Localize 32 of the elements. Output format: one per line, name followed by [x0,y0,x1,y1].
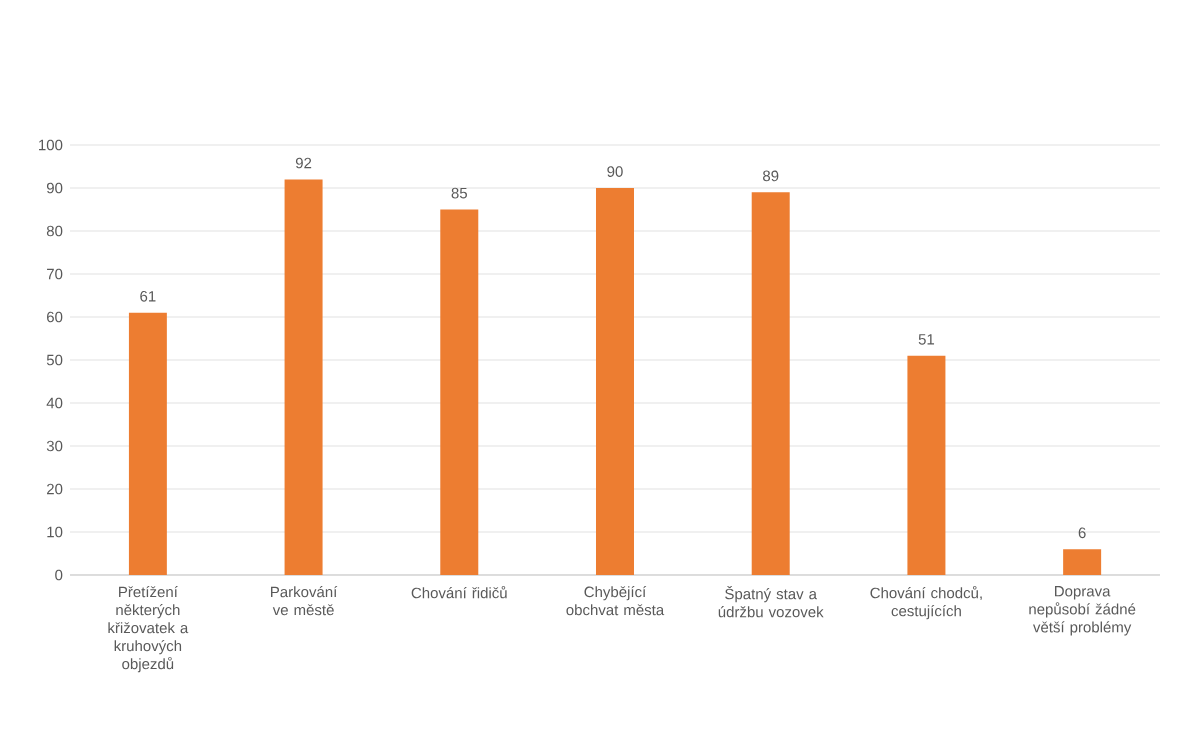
bar [907,355,946,575]
y-tick-label: 50 [46,354,63,366]
x-tick-label: Chybějící obchvat města [566,586,665,616]
data-label: 92 [295,157,312,169]
y-tick-label: 70 [47,268,63,280]
x-tick-label: Špatný stav a údržbu vozovek [718,586,824,618]
bar [128,312,167,575]
x-tick-label: Parkování ve městě [271,586,338,616]
data-label: 51 [918,334,935,345]
y-tick-label: 100 [39,139,63,151]
y-tick-label: 10 [47,526,63,538]
x-tick-label: Doprava nepůsobí žádné větší problémy [1029,586,1136,636]
x-tick-label: Chování chodců, cestujících [870,586,982,620]
x-tick-label: Chování řidičů [411,586,507,599]
y-tick-label: 90 [46,182,63,194]
bar [1063,549,1102,575]
bar [284,179,323,575]
bar [751,192,790,575]
data-label: 85 [451,187,467,199]
data-label: 89 [763,170,779,182]
bar [596,187,634,575]
data-label: 61 [140,291,156,302]
y-tick-label: 60 [47,311,63,323]
y-tick-label: 0 [55,569,63,581]
data-label: 6 [1078,527,1086,539]
data-label: 90 [607,166,623,177]
y-tick-label: 20 [47,483,63,495]
y-tick-label: 30 [46,440,63,452]
x-tick-label: Přetížení některých křižovatek a kruhových objezdů [108,586,189,673]
y-tick-label: 40 [46,397,63,409]
bar [440,209,479,575]
y-tick-label: 80 [46,225,63,237]
